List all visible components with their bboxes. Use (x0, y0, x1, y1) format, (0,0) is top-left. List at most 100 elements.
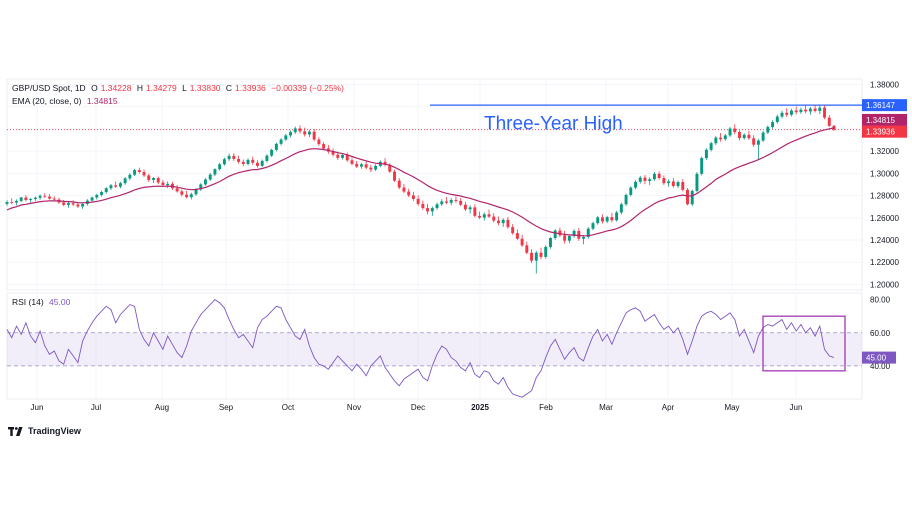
candle-body (312, 131, 316, 140)
change-value: −0.00339 (−0.25%) (271, 83, 344, 93)
candle-body (260, 160, 264, 166)
candle-body (454, 199, 458, 201)
time-axis[interactable]: Jun Jul Aug Sep Oct Nov Dec 2025 Feb Mar Apr May Jun (31, 403, 803, 412)
candle-body (213, 169, 217, 175)
candle-body (681, 182, 685, 190)
candle-body (388, 164, 392, 172)
candle-body (747, 134, 751, 139)
candle-body (463, 204, 467, 210)
candle-body (492, 216, 496, 221)
time-tick-label: Mar (599, 403, 613, 412)
candle-body (709, 143, 713, 150)
candle-body (577, 230, 581, 239)
time-tick-label: Nov (347, 403, 361, 412)
candle-body (648, 179, 652, 181)
candle-body (662, 178, 666, 184)
time-tick-label: Apr (662, 403, 675, 412)
candle-body (71, 203, 75, 205)
candle-body (752, 138, 756, 145)
candle-body (482, 214, 486, 218)
candle-body (289, 132, 293, 136)
candle-body (771, 122, 775, 127)
candle-body (719, 137, 723, 140)
tradingview-logo[interactable]: TradingView (8, 426, 81, 436)
symbol-header: GBP/USD Spot, 1D O 1.34228 H 1.34279 L 1.33… (12, 83, 347, 93)
candle-body (241, 161, 245, 164)
ema-legend[interactable]: EMA (20, close, 0) 1.34815 (12, 96, 121, 106)
candle-body (279, 139, 283, 144)
candle-body (14, 200, 18, 203)
price-tick-label: 1.24000 (870, 236, 899, 245)
candle-body (742, 134, 746, 139)
candle-body (808, 108, 812, 112)
candle-body (567, 236, 571, 241)
candle-body (586, 228, 590, 237)
candle-body (459, 200, 463, 205)
candle-body (90, 197, 94, 201)
candle-body (265, 155, 269, 161)
price-axis[interactable]: 1.380001.360001.340001.320001.300001.280… (870, 81, 899, 290)
candle-body (775, 116, 779, 123)
rsi-axis[interactable]: 80.00 60.00 40.00 (870, 296, 891, 371)
resistance-price-tag (862, 99, 907, 112)
candle-body (766, 126, 770, 133)
ema-20-line (6, 127, 835, 237)
candle-body (411, 195, 415, 199)
candle-body (582, 236, 586, 239)
candle-body (629, 187, 633, 195)
candle-body (204, 179, 207, 185)
rsi-line (6, 299, 835, 398)
candle-body (251, 159, 255, 163)
candle-body (52, 198, 56, 200)
candle-body (24, 197, 28, 201)
candle-body (813, 108, 817, 111)
candle-body (723, 135, 727, 140)
candle-body (66, 203, 70, 205)
candle-body (426, 208, 430, 212)
high-label: H (136, 83, 143, 93)
candle-body (610, 217, 614, 221)
grid-lines (6, 78, 863, 400)
candle-body (605, 217, 609, 222)
resistance-price-tag-label: 1.36147 (866, 101, 895, 110)
candle-body (421, 203, 425, 209)
candle-body (81, 203, 85, 207)
candle-body (222, 159, 226, 165)
open-value: 1.34228 (100, 83, 132, 93)
candle-body (355, 163, 359, 167)
time-tick-label: Feb (539, 403, 553, 412)
three-year-high-annotation: Three-Year High (484, 114, 623, 135)
candle-body (364, 164, 368, 168)
candle-body (501, 219, 505, 224)
candle-body (832, 125, 836, 130)
candle-body (189, 194, 193, 198)
rsi-pane-frame (6, 292, 863, 400)
candle-body (652, 173, 656, 180)
candle-body (194, 189, 198, 195)
tradingview-icon (8, 426, 23, 436)
candle-body (794, 110, 798, 113)
time-tick-label: Jun (31, 403, 44, 412)
candle-body (615, 212, 619, 221)
candle-body (534, 252, 538, 261)
candle-body (416, 198, 420, 204)
candle-body (48, 196, 51, 199)
candle-body (104, 188, 108, 193)
candle-body (270, 149, 274, 156)
high-value: 1.34279 (145, 83, 177, 93)
candle-body (728, 128, 732, 136)
time-tick-label: Oct (282, 403, 295, 412)
candle-body (298, 128, 302, 132)
rsi-legend[interactable]: RSI (14) 45.00 (12, 297, 73, 307)
symbol-title[interactable]: GBP/USD Spot, 1D (12, 83, 86, 93)
rsi-highlight-box (762, 315, 846, 372)
price-tick-label: 1.38000 (870, 81, 899, 90)
candle-body (100, 192, 103, 195)
close-label: C (225, 83, 233, 93)
candle-body (114, 185, 118, 187)
candle-body (19, 197, 23, 201)
candle-body (175, 188, 179, 192)
candle-body (307, 131, 311, 135)
candle-body (227, 155, 231, 160)
